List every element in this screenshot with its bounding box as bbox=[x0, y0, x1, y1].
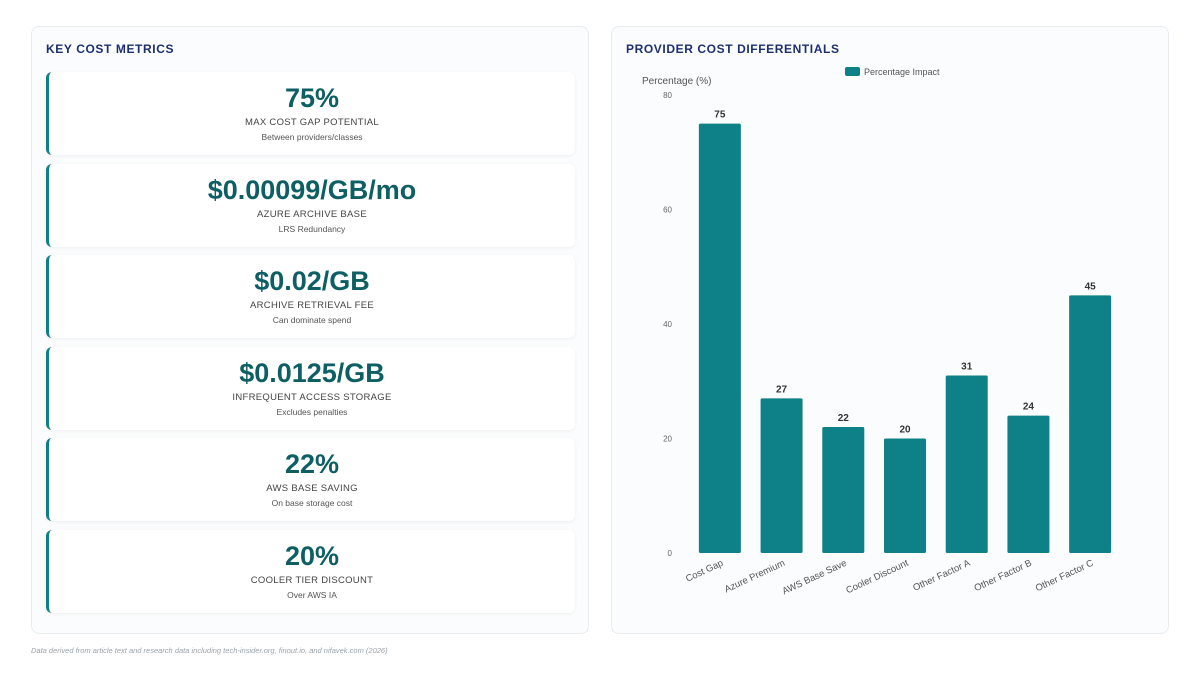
metric-list: 75% MAX COST GAP POTENTIAL Between provide… bbox=[46, 72, 575, 621]
source-footnote: Data derived from article text and resea… bbox=[31, 646, 388, 655]
metric-subtext: On base storage cost bbox=[271, 498, 353, 508]
provider-cost-differentials-title: PROVIDER COST DIFFERENTIALS bbox=[626, 42, 840, 56]
metric-subtext: Can dominate spend bbox=[272, 315, 352, 325]
bar bbox=[822, 427, 865, 553]
bar-data-label: 75 bbox=[714, 110, 726, 121]
metric-label: ARCHIVE RETRIEVAL FEE bbox=[249, 300, 375, 311]
bar-data-label: 45 bbox=[1085, 281, 1097, 292]
provider-cost-differentials-panel: PROVIDER COST DIFFERENTIALS Percentage (… bbox=[611, 26, 1169, 634]
bar bbox=[884, 438, 926, 553]
bar bbox=[945, 375, 988, 553]
bar bbox=[698, 123, 741, 553]
metric-card: 20% COOLER TIER DISCOUNT Over AWS IA bbox=[46, 529, 575, 613]
metric-label: MAX COST GAP POTENTIAL bbox=[244, 117, 379, 128]
x-tick-label: Cooler Discount bbox=[844, 558, 910, 597]
metric-subtext: Excludes penalties bbox=[276, 406, 348, 417]
x-tick-label: AWS Base Save bbox=[781, 558, 849, 597]
y-axis-label: Percentage (%) bbox=[642, 76, 711, 87]
metric-value: 20% bbox=[284, 540, 340, 571]
metric-label: INFREQUENT ACCESS STORAGE bbox=[232, 391, 392, 403]
y-tick-label: 60 bbox=[663, 206, 672, 215]
metric-value: 75% bbox=[284, 83, 340, 113]
metric-subtext: LRS Redundancy bbox=[278, 223, 346, 234]
legend-label: Percentage Impact bbox=[864, 67, 940, 77]
metric-value: $0.00099/GB/mo bbox=[207, 174, 417, 205]
metric-card: $0.0125/GB INFREQUENT ACCESS STORAGE Exclu… bbox=[46, 346, 575, 430]
metric-card: $0.02/GB ARCHIVE RETRIEVAL FEE Can dominat… bbox=[46, 255, 575, 338]
metric-subtext: Over AWS IA bbox=[287, 589, 337, 600]
bar bbox=[1069, 295, 1112, 553]
metric-card: $0.00099/GB/mo AZURE ARCHIVE BASE LRS Redu… bbox=[46, 163, 575, 247]
metric-label: AZURE ARCHIVE BASE bbox=[257, 208, 367, 220]
x-tick-label: Azure Premium bbox=[723, 558, 787, 596]
metric-card: 75% MAX COST GAP POTENTIAL Between provide… bbox=[46, 72, 575, 155]
x-tick-label: Other Factor C bbox=[1034, 558, 1096, 595]
chart-legend: Percentage Impact bbox=[845, 67, 940, 77]
metric-value: $0.0125/GB bbox=[239, 357, 385, 388]
bar-data-label: 31 bbox=[961, 362, 973, 373]
key-cost-metrics-title: KEY COST METRICS bbox=[46, 42, 175, 56]
metric-subtext: Between providers/classes bbox=[261, 132, 363, 142]
metric-label: AWS BASE SAVING bbox=[266, 483, 358, 494]
bar-data-label: 27 bbox=[776, 384, 788, 395]
x-tick-label: Other Factor B bbox=[973, 558, 1034, 594]
y-tick-label: 20 bbox=[663, 435, 672, 444]
y-tick-label: 0 bbox=[668, 549, 673, 558]
key-cost-metrics-panel: KEY COST METRICS 75% MAX COST GAP POTENTI… bbox=[31, 26, 589, 634]
y-tick-label: 80 bbox=[663, 91, 672, 100]
bar bbox=[760, 398, 803, 553]
metric-value: $0.02/GB bbox=[254, 266, 370, 296]
y-tick-label: 40 bbox=[663, 320, 672, 329]
metric-card: 22% AWS BASE SAVING On base storage cost bbox=[46, 438, 575, 521]
metric-label: COOLER TIER DISCOUNT bbox=[250, 574, 374, 586]
bar-data-label: 22 bbox=[838, 413, 850, 424]
metric-value: 22% bbox=[284, 449, 340, 479]
bar bbox=[1007, 415, 1050, 553]
bar-data-label: 20 bbox=[899, 425, 911, 436]
legend-swatch bbox=[845, 67, 860, 76]
bar-data-label: 24 bbox=[1023, 402, 1035, 413]
bar-chart: Percentage (%) 0 20 40 60 80 Percentage Impact… bbox=[642, 67, 1112, 597]
x-tick-label: Other Factor A bbox=[911, 557, 972, 593]
x-tick-label: Cost Gap bbox=[684, 558, 725, 585]
